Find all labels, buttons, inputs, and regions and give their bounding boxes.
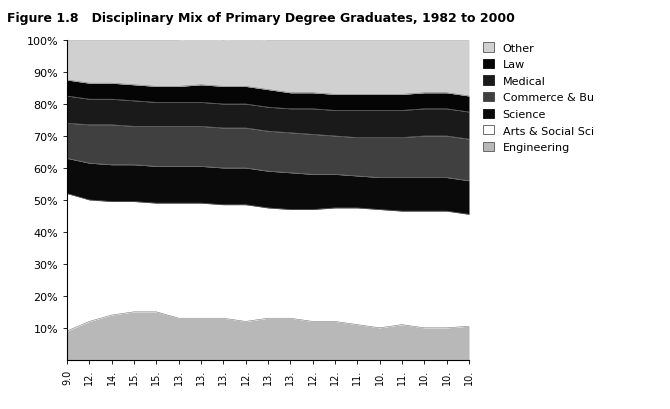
Legend: Other, Law, Medical, Commerce & Bu, Science, Arts & Social Sci, Engineering: Other, Law, Medical, Commerce & Bu, Scie… <box>482 43 594 153</box>
Text: Figure 1.8   Disciplinary Mix of Primary Degree Graduates, 1982 to 2000: Figure 1.8 Disciplinary Mix of Primary D… <box>7 12 515 25</box>
